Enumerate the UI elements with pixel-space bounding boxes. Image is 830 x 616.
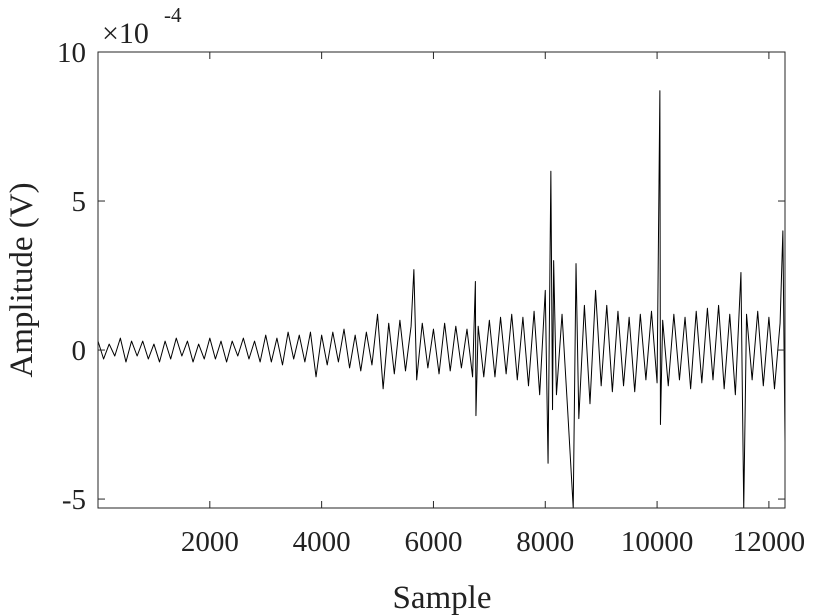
x-axis-label: Sample <box>393 580 492 616</box>
y-multiplier: ×10 <box>102 17 149 50</box>
x-tick-label: 4000 <box>293 526 351 558</box>
y-axis-label: Amplitude (V) <box>4 182 40 377</box>
x-tick-label: 8000 <box>516 526 574 558</box>
x-tick-label: 2000 <box>181 526 239 558</box>
y-tick-label: 0 <box>72 335 87 367</box>
x-tick-label: 10000 <box>621 526 694 558</box>
y-tick-label: 5 <box>72 186 87 218</box>
signal-line <box>97 90 786 509</box>
x-tick-label: 6000 <box>404 526 462 558</box>
y-tick-label: 10 <box>57 37 86 69</box>
x-tick-label: 12000 <box>733 526 806 558</box>
y-tick-label: -5 <box>62 484 86 516</box>
y-exponent: -4 <box>164 3 182 27</box>
plot-frame <box>97 51 786 509</box>
